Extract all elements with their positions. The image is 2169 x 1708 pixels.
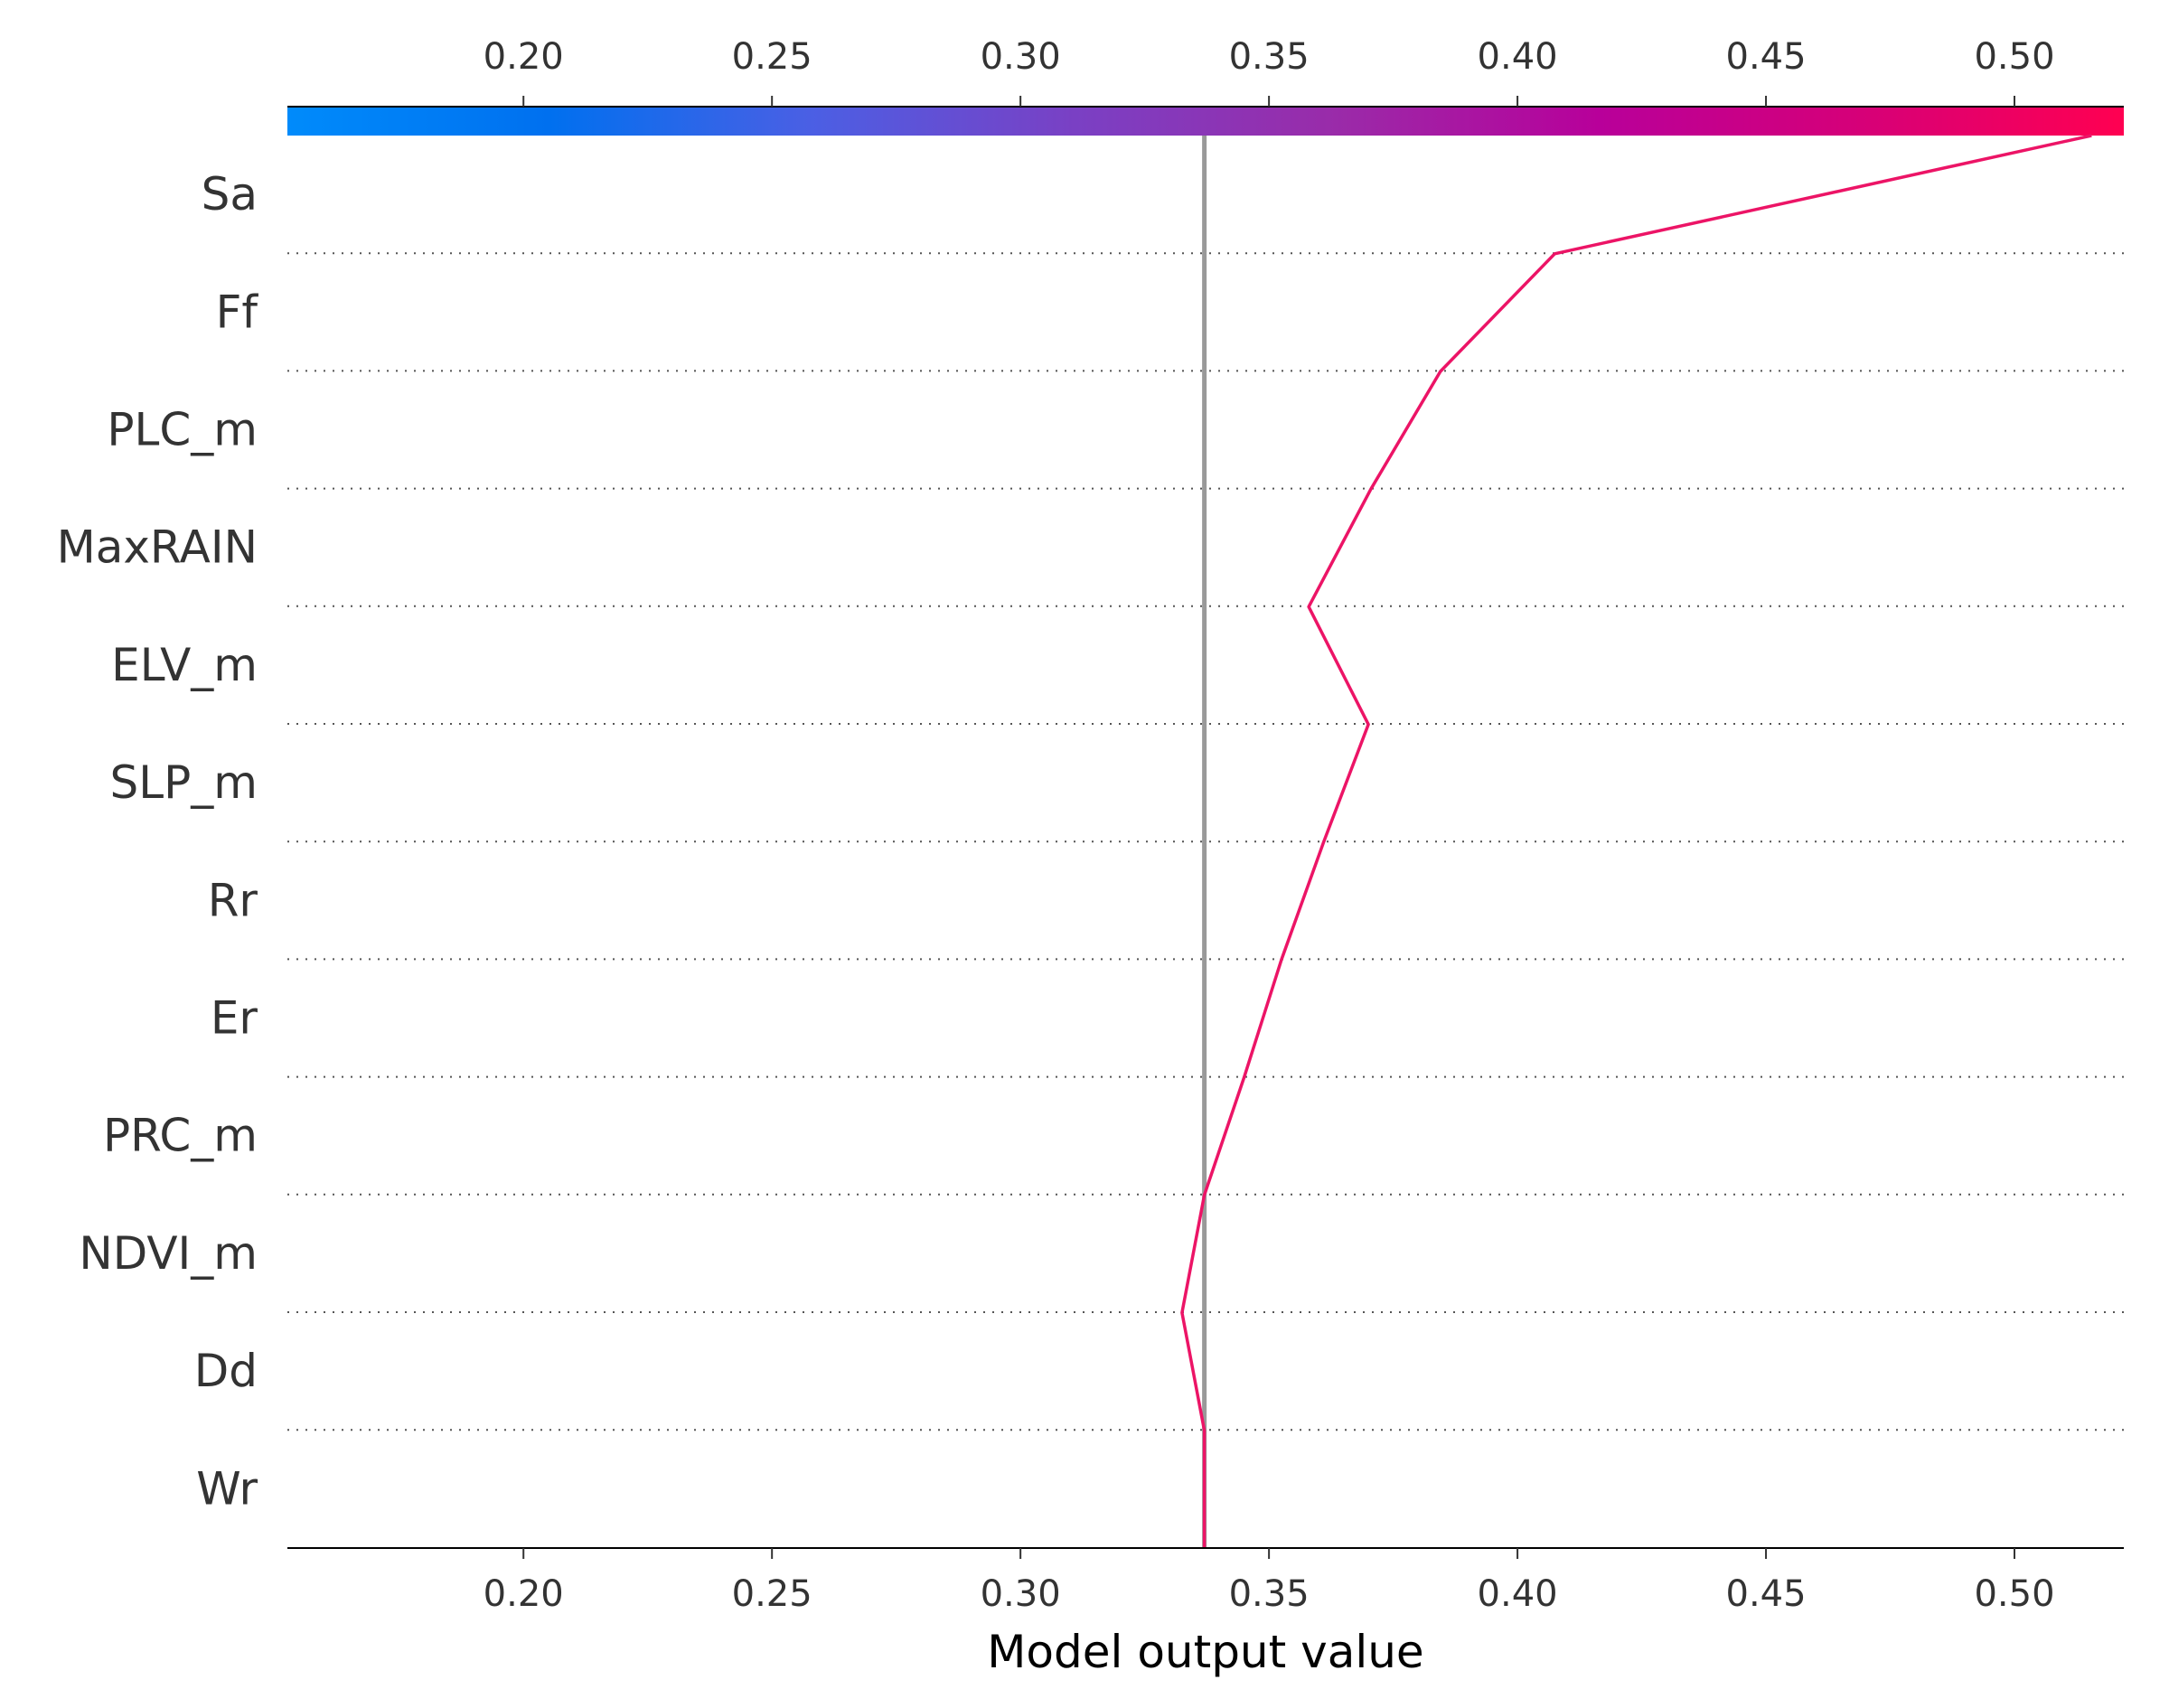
top-tick-label: 0.20 <box>484 36 564 78</box>
decision-path-line <box>1180 134 2092 1548</box>
x-tick-label: 0.40 <box>1478 1573 1558 1615</box>
x-tick-label: 0.25 <box>732 1573 812 1615</box>
top-tick-label: 0.40 <box>1478 36 1558 78</box>
decision-path <box>1180 134 2092 1548</box>
feature-label-plc-m: PLC_m <box>107 404 258 456</box>
top-tick-label: 0.50 <box>1974 36 2054 78</box>
feature-label-rr: Rr <box>208 874 258 926</box>
x-tick-label: 0.35 <box>1229 1573 1310 1615</box>
top-tick-label: 0.45 <box>1726 36 1807 78</box>
feature-label-prc-m: PRC_m <box>103 1110 258 1162</box>
feature-label-er: Er <box>211 992 258 1045</box>
feature-label-ndvi-m: NDVI_m <box>79 1227 258 1280</box>
feature-label-ff: Ff <box>216 286 259 338</box>
top-tick-label: 0.25 <box>732 36 812 78</box>
feature-label-maxrain: MaxRAIN <box>57 521 258 574</box>
x-axis: 0.20 0.25 0.30 0.35 0.40 0.45 0.50 <box>287 1547 2124 1615</box>
feature-label-dd: Dd <box>194 1345 258 1397</box>
x-tick-label: 0.45 <box>1726 1573 1807 1615</box>
feature-label-elv-m: ELV_m <box>111 639 258 691</box>
x-tick-label: 0.50 <box>1974 1573 2054 1615</box>
x-axis-title: Model output value <box>987 1626 1423 1678</box>
x-tick-label: 0.30 <box>981 1573 1061 1615</box>
top-tick-label: 0.30 <box>981 36 1061 78</box>
colorbar: 0.20 0.25 0.30 0.35 0.40 0.45 0.50 <box>287 36 2124 136</box>
feature-label-sa: Sa <box>202 168 258 221</box>
colorbar-gradient <box>287 107 2124 136</box>
feature-label-wr: Wr <box>196 1462 258 1515</box>
top-tick-label: 0.35 <box>1229 36 1310 78</box>
feature-labels: Sa Ff PLC_m MaxRAIN ELV_m SLP_m Rr Er PRC_m NDVI_… <box>57 168 259 1515</box>
x-tick-label: 0.20 <box>484 1573 564 1615</box>
feature-label-slp-m: SLP_m <box>110 756 258 809</box>
